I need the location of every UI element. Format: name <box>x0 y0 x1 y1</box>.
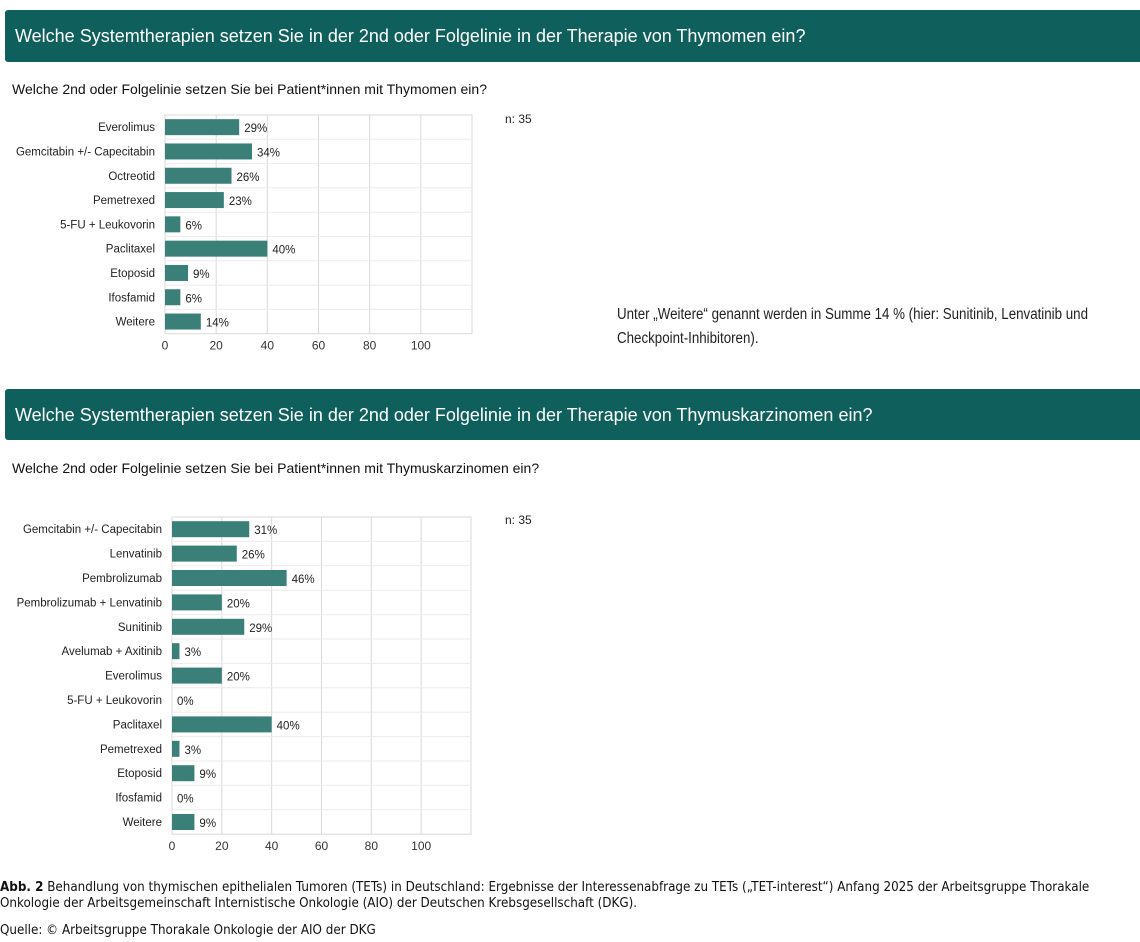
category-label: Etoposid <box>110 268 155 280</box>
section-1-banner: Welche Systemtherapien setzen Sie in der… <box>5 10 1140 62</box>
value-label: 34% <box>257 147 280 159</box>
category-label: Ifosfamid <box>115 793 162 805</box>
value-label: 20% <box>227 598 250 610</box>
bar <box>172 814 195 830</box>
bar <box>172 765 195 782</box>
category-label: Lenvatinib <box>110 549 162 561</box>
figure-source: Quelle: © Arbeitsgruppe Thorakale Onkolo… <box>0 923 376 938</box>
x-tick-label: 80 <box>363 339 377 353</box>
value-label: 26% <box>237 172 260 184</box>
bar <box>165 240 268 257</box>
x-tick-label: 20 <box>215 839 229 853</box>
x-tick-label: 100 <box>411 839 431 853</box>
section-2-question: Welche 2nd oder Folgelinie setzen Sie be… <box>12 460 540 476</box>
category-label: Weitere <box>123 817 162 829</box>
x-tick-label: 100 <box>411 339 431 353</box>
figure-caption-text: Behandlung von thymischen epithelialen T… <box>0 880 1090 911</box>
category-label: Pembrolizumab <box>82 573 162 585</box>
bar <box>172 618 245 635</box>
category-label: Gemcitabin +/- Capecitabin <box>23 524 162 536</box>
section-1-question: Welche 2nd oder Folgelinie setzen Sie be… <box>12 81 487 97</box>
value-label: 40% <box>277 720 300 732</box>
category-label: Everolimus <box>105 671 162 683</box>
thymoma-bar-chart: 0 20 40 60 80 100 Everolimus 29% Gemcitabin +/- … <box>16 114 473 353</box>
bar <box>165 289 181 306</box>
bar <box>172 643 180 660</box>
category-label: Everolimus <box>98 122 155 134</box>
value-label: 29% <box>249 623 272 635</box>
bar <box>165 192 224 209</box>
bar <box>172 521 250 538</box>
section-1-title: Welche Systemtherapien setzen Sie in der… <box>15 26 806 46</box>
x-tick-label: 40 <box>265 839 279 853</box>
value-label: 20% <box>227 672 250 684</box>
category-label: Paclitaxel <box>106 244 155 256</box>
category-label: Octreotid <box>108 171 155 183</box>
bar <box>172 570 287 586</box>
value-label: 29% <box>244 123 267 135</box>
section-1-sample-size: n: 35 <box>505 112 532 126</box>
value-label: 6% <box>185 220 202 232</box>
value-label: 9% <box>199 769 216 781</box>
value-label: 9% <box>193 269 210 281</box>
x-tick-label: 80 <box>365 839 379 853</box>
x-tick-label: 20 <box>209 339 223 353</box>
category-label: Sunitinib <box>118 622 162 634</box>
bar <box>165 119 240 136</box>
category-label: 5-FU + Leukovorin <box>67 695 162 707</box>
bar <box>165 264 189 281</box>
bar <box>165 167 232 184</box>
category-label: Pemetrexed <box>93 195 155 207</box>
value-label: 3% <box>184 647 201 659</box>
others-note: Unter „Weitere“ genannt werden in Summe … <box>617 306 1089 347</box>
bar <box>172 545 237 562</box>
value-label: 31% <box>254 525 277 537</box>
x-tick-label: 0 <box>162 339 169 353</box>
section-2-sample-size: n: 35 <box>505 513 532 527</box>
value-label: 23% <box>229 196 252 208</box>
bar <box>172 740 180 757</box>
value-label: 0% <box>177 696 194 708</box>
x-tick-label: 60 <box>312 339 326 353</box>
x-tick-label: 40 <box>261 339 275 353</box>
value-label: 9% <box>199 818 216 830</box>
figure-label: Abb. 2 <box>0 880 44 895</box>
value-label: 26% <box>242 550 265 562</box>
bar <box>165 313 201 330</box>
bar <box>172 716 272 733</box>
value-label: 3% <box>184 745 201 757</box>
x-tick-label: 0 <box>169 839 176 853</box>
value-label: 14% <box>206 318 229 330</box>
category-label: 5-FU + Leukovorin <box>60 219 155 231</box>
value-label: 46% <box>292 574 315 586</box>
bar <box>165 216 181 233</box>
section-2-banner: Welche Systemtherapien setzen Sie in der… <box>5 389 1140 440</box>
category-label: Etoposid <box>117 768 162 780</box>
x-tick-label: 60 <box>315 839 329 853</box>
category-label: Weitere <box>116 317 155 329</box>
category-label: Avelumab + Axitinib <box>62 646 162 658</box>
category-label: Paclitaxel <box>113 719 162 731</box>
category-label: Gemcitabin +/- Capecitabin <box>16 146 155 158</box>
category-label: Ifosfamid <box>108 292 155 304</box>
category-label: Pembrolizumab + Lenvatinib <box>17 597 162 609</box>
bar <box>172 594 222 611</box>
figure-caption: Abb. 2 Behandlung von thymischen epithel… <box>0 880 1132 912</box>
bar <box>165 143 252 160</box>
value-label: 6% <box>185 293 202 305</box>
value-label: 40% <box>272 245 295 257</box>
bar <box>172 667 222 684</box>
section-2-title: Welche Systemtherapien setzen Sie in der… <box>15 404 873 425</box>
thymic-carcinoma-bar-chart: 0 20 40 60 80 100 Gemcitabin +/- Capecitabin 31… <box>17 516 472 853</box>
category-label: Pemetrexed <box>100 744 162 756</box>
value-label: 0% <box>177 794 194 806</box>
